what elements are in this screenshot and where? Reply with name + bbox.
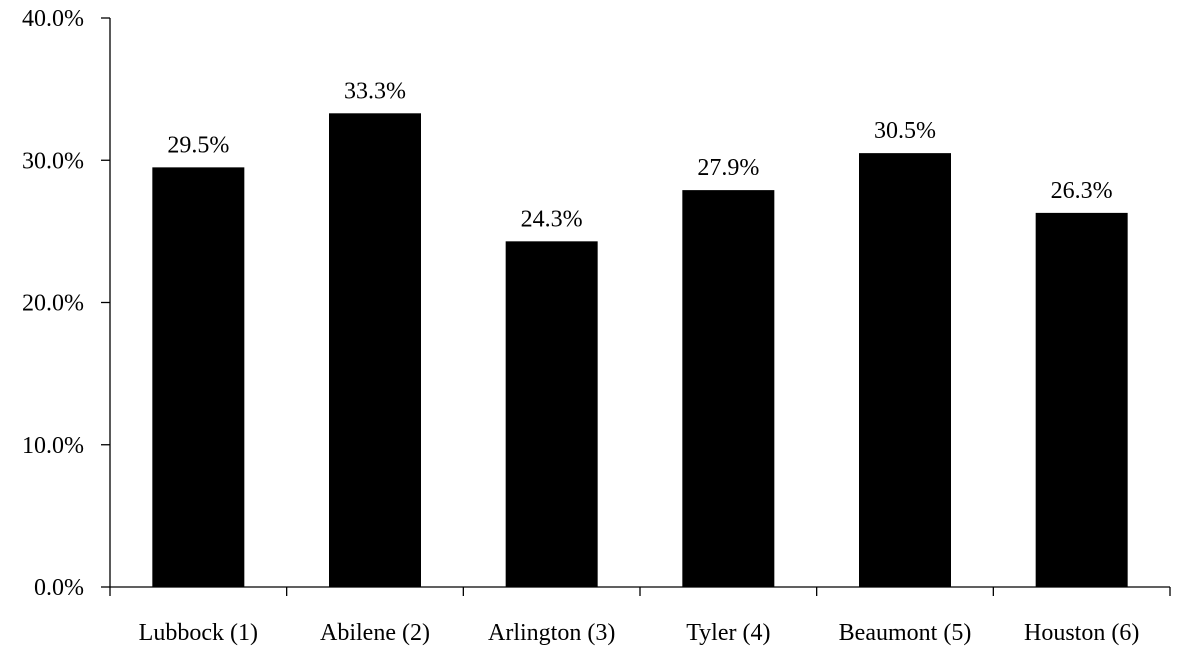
y-axis: 0.0% 10.0% 20.0% 30.0% 40.0% xyxy=(22,6,111,601)
y-tick-label: 10.0% xyxy=(22,433,84,459)
y-tick-label: 40.0% xyxy=(22,6,84,32)
y-tick-label: 20.0% xyxy=(22,291,84,317)
bar-data-label: 29.5% xyxy=(167,132,229,158)
data-labels-layer: 29.5% 33.3% 24.3% 27.9% 30.5% 26.3% xyxy=(167,78,1112,232)
bar xyxy=(329,113,421,588)
x-tick-label: Arlington (3) xyxy=(488,620,615,646)
bar-data-label: 33.3% xyxy=(344,78,406,104)
bar xyxy=(682,190,775,587)
bars-layer xyxy=(152,113,1128,588)
x-tick-label: Houston (6) xyxy=(1024,620,1139,646)
x-tick-label: Lubbock (1) xyxy=(139,620,258,646)
bar xyxy=(859,153,951,587)
bar xyxy=(152,167,245,588)
x-tick-label: Beaumont (5) xyxy=(839,620,972,646)
x-tick-label: Abilene (2) xyxy=(320,620,430,646)
bar xyxy=(505,241,598,587)
y-tick-label: 30.0% xyxy=(22,148,84,174)
bar-data-label: 30.5% xyxy=(874,118,936,144)
x-tick-label: Tyler (4) xyxy=(686,620,770,646)
y-tick-label: 0.0% xyxy=(34,575,84,601)
bar-data-label: 27.9% xyxy=(697,155,759,181)
bar-data-label: 26.3% xyxy=(1051,178,1113,204)
bar xyxy=(1035,212,1128,587)
x-axis: Lubbock (1) Abilene (2) Arlington (3) Tyler… xyxy=(109,586,1171,646)
bar-data-label: 24.3% xyxy=(521,206,583,232)
